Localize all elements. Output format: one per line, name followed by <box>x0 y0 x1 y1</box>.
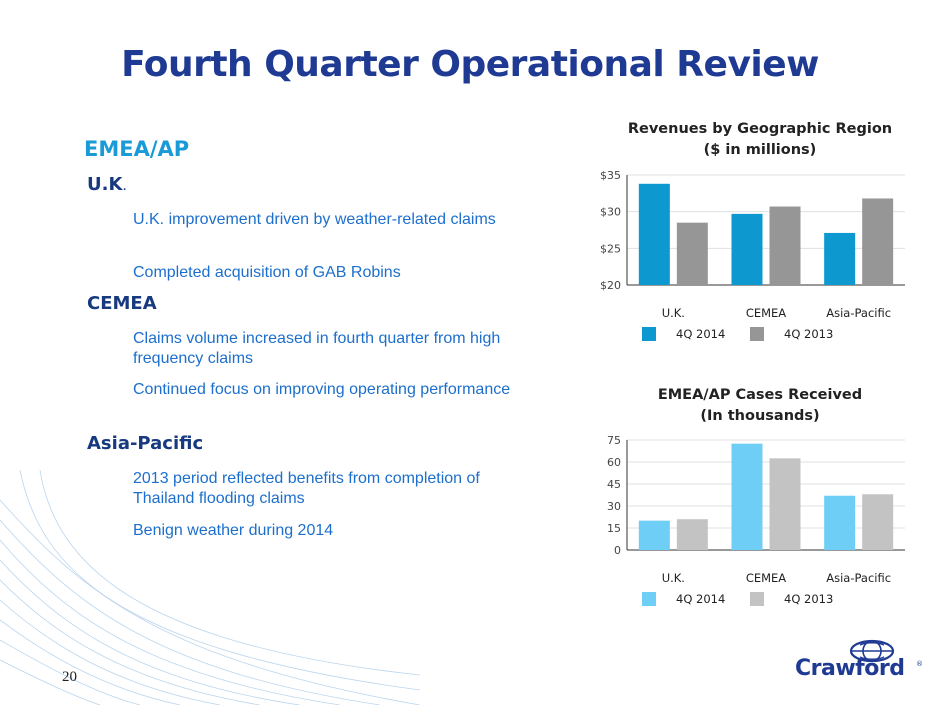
legend-label: 4Q 2013 <box>784 327 833 341</box>
bar <box>824 495 856 550</box>
y-tick-label: 75 <box>607 434 621 447</box>
bullet-text: Benign weather during 2014 <box>133 522 334 539</box>
crawford-globe-icon <box>849 639 895 663</box>
x-category-label: Asia-Pacific <box>826 571 891 585</box>
slide-title: Fourth Quarter Operational Review <box>121 44 819 85</box>
page-number: 20 <box>62 669 77 685</box>
bar <box>769 458 801 550</box>
y-tick-label: 45 <box>607 478 621 491</box>
x-category-label: U.K. <box>662 306 685 320</box>
crawford-logo-text: Crawford <box>795 656 905 681</box>
x-category-label: U.K. <box>662 571 685 585</box>
legend-swatch <box>750 327 764 341</box>
revenue-bar-chart: $20 $25 $30 $35 U.K. CEMEA Asia-Pacific 4Q 2014… <box>600 169 905 341</box>
x-category-label: Asia-Pacific <box>826 306 891 320</box>
section-title: EMEA/AP <box>84 137 190 161</box>
bullet-text: 2013 period reflected benefits from comp… <box>133 470 480 507</box>
legend-swatch <box>642 592 656 606</box>
chart-title-line: Revenues by Geographic Region <box>627 121 893 137</box>
legend-swatch <box>750 592 764 606</box>
bar <box>862 494 894 550</box>
legend-swatch <box>642 327 656 341</box>
legend-label: 4Q 2013 <box>784 592 833 606</box>
registered-mark: ® <box>916 660 923 668</box>
legend-label: 4Q 2014 <box>676 592 725 606</box>
y-tick-label: $25 <box>600 242 621 255</box>
bar <box>638 183 670 285</box>
bullet-text: U.K. improvement driven by weather-relat… <box>133 211 496 228</box>
y-tick-label: $20 <box>600 279 621 292</box>
y-tick-label: $30 <box>600 206 621 219</box>
revenue-chart-title: Revenues by Geographic Region ($ in mill… <box>600 119 920 161</box>
bar <box>731 213 763 285</box>
bar <box>824 232 856 285</box>
y-tick-label: 0 <box>614 544 621 557</box>
x-category-label: CEMEA <box>746 306 786 320</box>
cases-bar-chart: 0 15 30 45 60 75 U.K. CEMEA Asia-Pacific 4Q 2014 4… <box>607 434 905 606</box>
region-heading-asia-pacific: Asia-Pacific <box>87 433 204 454</box>
bar <box>769 206 801 285</box>
y-tick-label: 60 <box>607 456 621 469</box>
chart-title-line: (In thousands) <box>700 408 820 424</box>
y-tick-label: 15 <box>607 522 621 535</box>
bullet-text: Claims volume increased in fourth quarte… <box>133 330 501 367</box>
bar <box>676 519 708 550</box>
region-heading-uk: U.K. <box>87 174 127 195</box>
bar <box>638 520 670 550</box>
bar <box>862 198 894 285</box>
decorative-swoosh <box>0 470 420 705</box>
chart-title-line: EMEA/AP Cases Received <box>657 387 863 403</box>
bar <box>731 443 763 550</box>
bullet-text: Completed acquisition of GAB Robins <box>133 264 401 281</box>
legend-label: 4Q 2014 <box>676 327 725 341</box>
y-tick-label: $35 <box>600 169 621 182</box>
chart-title-line: ($ in millions) <box>703 142 817 158</box>
region-name: U.K <box>87 174 123 195</box>
region-suffix: . <box>122 178 127 194</box>
y-tick-label: 30 <box>607 500 621 513</box>
bullet-text: Continued focus on improving operating p… <box>133 381 511 398</box>
x-category-label: CEMEA <box>746 571 786 585</box>
bar <box>676 222 708 285</box>
cases-chart-title: EMEA/AP Cases Received (In thousands) <box>600 385 920 427</box>
region-heading-cemea: CEMEA <box>87 293 157 314</box>
